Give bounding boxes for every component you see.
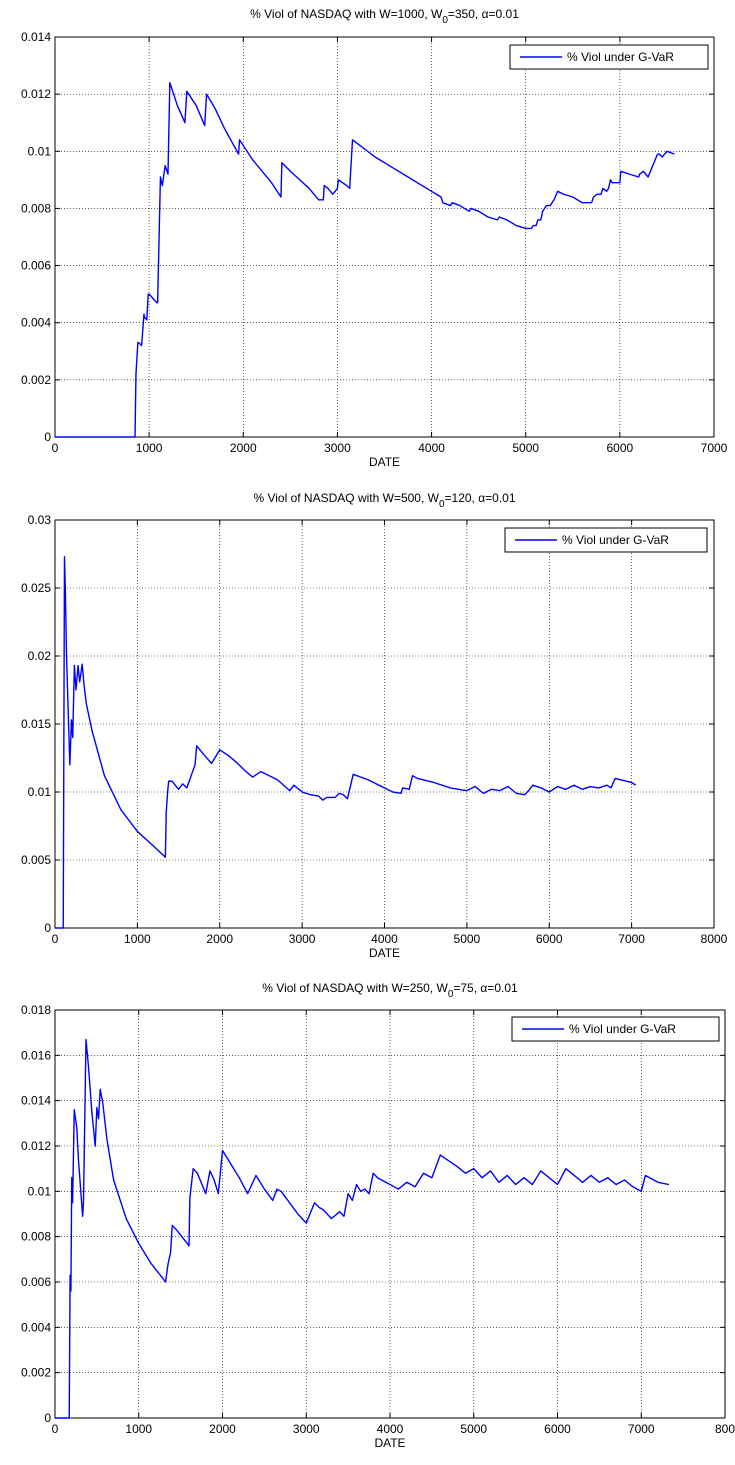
x-tick-label: 5000 bbox=[512, 441, 539, 455]
x-tick-label: 4000 bbox=[418, 441, 445, 455]
x-tick-label: 8000 bbox=[701, 932, 728, 946]
y-tick-label: 0.03 bbox=[28, 513, 52, 527]
x-tick-label: 4000 bbox=[377, 1422, 404, 1436]
legend-label: % Viol under G-VaR bbox=[569, 1022, 676, 1036]
chart-2: % Viol of NASDAQ with W=500, W0=120, α=0… bbox=[21, 491, 728, 960]
y-tick-label: 0.015 bbox=[21, 717, 51, 731]
y-tick-label: 0.006 bbox=[21, 1275, 51, 1289]
legend: % Viol under G-VaR bbox=[509, 44, 709, 70]
y-tick-label: 0.008 bbox=[21, 1230, 51, 1244]
y-tick-label: 0.002 bbox=[21, 1366, 51, 1380]
x-axis-label: DATE bbox=[369, 946, 400, 960]
chart-title-main: % Viol of NASDAQ with W=500, W bbox=[253, 491, 439, 505]
y-tick-label: 0.012 bbox=[21, 87, 51, 101]
x-tick-label: 6000 bbox=[607, 441, 634, 455]
chart-title-main: % Viol of NASDAQ with W=250, W bbox=[262, 981, 448, 995]
x-tick-label: 1000 bbox=[136, 441, 163, 455]
chart-title-rest: =120, α=0.01 bbox=[445, 491, 516, 505]
series-line bbox=[55, 1038, 670, 1419]
x-tick-label: 2000 bbox=[206, 932, 233, 946]
x-axis-label: DATE bbox=[374, 1436, 405, 1450]
x-tick-label: 1000 bbox=[125, 1422, 152, 1436]
chart-title-subscript: 0 bbox=[448, 989, 454, 1000]
y-tick-label: 0.025 bbox=[21, 581, 51, 595]
x-tick-label: 0 bbox=[52, 441, 59, 455]
x-tick-label: 5000 bbox=[460, 1422, 487, 1436]
legend: % Viol under G-VaR bbox=[504, 527, 708, 553]
x-tick-label: 2000 bbox=[209, 1422, 236, 1436]
y-tick-label: 0.004 bbox=[21, 1320, 51, 1334]
y-tick-label: 0.004 bbox=[21, 316, 51, 330]
y-tick-label: 0 bbox=[44, 921, 51, 935]
x-tick-label: 5000 bbox=[454, 932, 481, 946]
x-tick-label: 0 bbox=[52, 932, 59, 946]
y-tick-label: 0.01 bbox=[28, 144, 52, 158]
chart-title-rest: =350, α=0.01 bbox=[448, 7, 519, 21]
x-tick-label: 7000 bbox=[618, 932, 645, 946]
legend-label: % Viol under G-VaR bbox=[562, 533, 669, 547]
chart-title: % Viol of NASDAQ with W=500, W0=120, α=0… bbox=[253, 491, 515, 510]
y-tick-label: 0.016 bbox=[21, 1048, 51, 1062]
x-tick-label: 800 bbox=[715, 1422, 735, 1436]
y-tick-label: 0.014 bbox=[21, 30, 51, 44]
y-tick-label: 0 bbox=[44, 430, 51, 444]
x-tick-label: 3000 bbox=[289, 932, 316, 946]
chart-title-subscript: 0 bbox=[442, 15, 448, 26]
x-tick-label: 4000 bbox=[371, 932, 398, 946]
legend: % Viol under G-VaR bbox=[511, 1016, 720, 1042]
chart-title-main: % Viol of NASDAQ with W=1000, W bbox=[250, 7, 443, 21]
y-tick-label: 0.01 bbox=[28, 1184, 52, 1198]
plot-frame bbox=[54, 36, 715, 438]
chart-title-subscript: 0 bbox=[439, 499, 445, 510]
series-line bbox=[55, 82, 675, 438]
chart-title: % Viol of NASDAQ with W=1000, W0=350, α=… bbox=[250, 7, 519, 26]
chart-1: % Viol of NASDAQ with W=1000, W0=350, α=… bbox=[21, 7, 728, 469]
y-tick-label: 0.02 bbox=[28, 649, 52, 663]
y-tick-label: 0.006 bbox=[21, 259, 51, 273]
y-tick-label: 0.005 bbox=[21, 853, 51, 867]
x-tick-label: 6000 bbox=[544, 1422, 571, 1436]
chart-title: % Viol of NASDAQ with W=250, W0=75, α=0.… bbox=[262, 981, 518, 1000]
chart-title-rest: =75, α=0.01 bbox=[453, 981, 518, 995]
y-tick-label: 0.008 bbox=[21, 201, 51, 215]
x-tick-label: 0 bbox=[52, 1422, 59, 1436]
x-axis-label: DATE bbox=[369, 455, 400, 469]
chart-3: % Viol of NASDAQ with W=250, W0=75, α=0.… bbox=[21, 981, 735, 1450]
x-tick-label: 3000 bbox=[324, 441, 351, 455]
x-tick-label: 7000 bbox=[628, 1422, 655, 1436]
y-tick-label: 0.01 bbox=[28, 785, 52, 799]
x-tick-label: 7000 bbox=[701, 441, 728, 455]
x-tick-label: 2000 bbox=[230, 441, 257, 455]
y-tick-label: 0.014 bbox=[21, 1094, 51, 1108]
y-tick-label: 0.012 bbox=[21, 1139, 51, 1153]
series-line bbox=[55, 556, 637, 929]
x-tick-label: 3000 bbox=[293, 1422, 320, 1436]
y-tick-label: 0.018 bbox=[21, 1003, 51, 1017]
legend-label: % Viol under G-VaR bbox=[567, 50, 674, 64]
y-tick-label: 0.002 bbox=[21, 373, 51, 387]
y-tick-label: 0 bbox=[44, 1411, 51, 1425]
x-tick-label: 1000 bbox=[124, 932, 151, 946]
x-tick-label: 6000 bbox=[536, 932, 563, 946]
